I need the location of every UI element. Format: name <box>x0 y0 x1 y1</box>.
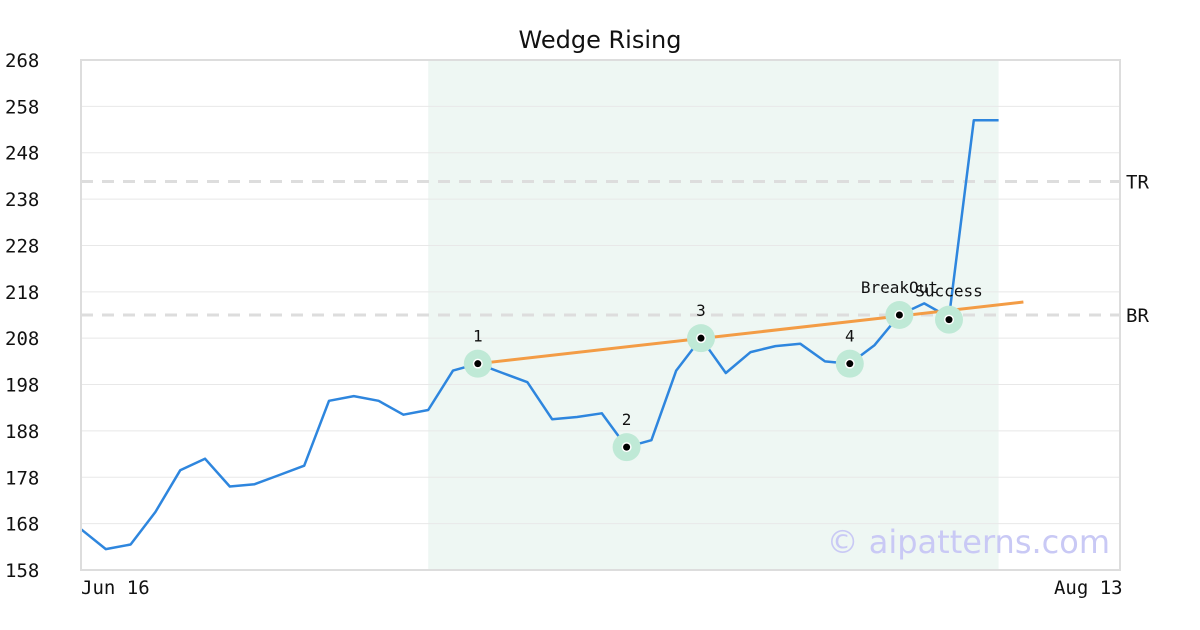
wedge-trend-line <box>477 300 1024 366</box>
y-tick-label: 228 <box>5 235 39 257</box>
marker-point <box>895 311 903 319</box>
marker-point <box>945 316 953 324</box>
marker-label: 4 <box>845 327 855 346</box>
chart-title: Wedge Rising <box>519 26 682 54</box>
y-tick-label: 208 <box>5 328 39 350</box>
x-tick-label: Aug 13 <box>1054 577 1123 599</box>
y-tick-label: 248 <box>5 143 39 165</box>
reference-label-br: BR <box>1126 305 1149 327</box>
marker-label: 3 <box>696 301 706 320</box>
marker-label: 1 <box>473 327 483 346</box>
marker-point <box>474 360 482 368</box>
watermark: © aipatterns.com <box>827 523 1110 561</box>
y-tick-label: 258 <box>5 96 39 118</box>
marker-label: 2 <box>622 410 632 429</box>
y-tick-label: 158 <box>5 560 39 582</box>
y-tick-label: 268 <box>5 50 39 72</box>
x-tick-label: Jun 16 <box>81 577 150 599</box>
marker-point <box>623 443 631 451</box>
y-tick-label: 218 <box>5 282 39 304</box>
y-tick-label: 238 <box>5 189 39 211</box>
marker-point <box>846 360 854 368</box>
marker-label: Success <box>915 282 982 301</box>
y-tick-label: 188 <box>5 421 39 443</box>
y-tick-label: 198 <box>5 375 39 397</box>
y-tick-label: 178 <box>5 467 39 489</box>
plot-frame <box>80 59 1121 571</box>
marker-point <box>697 334 705 342</box>
marker-label: BreakOut <box>861 278 938 297</box>
y-tick-label: 168 <box>5 514 39 536</box>
reference-label-tr: TR <box>1126 171 1149 193</box>
